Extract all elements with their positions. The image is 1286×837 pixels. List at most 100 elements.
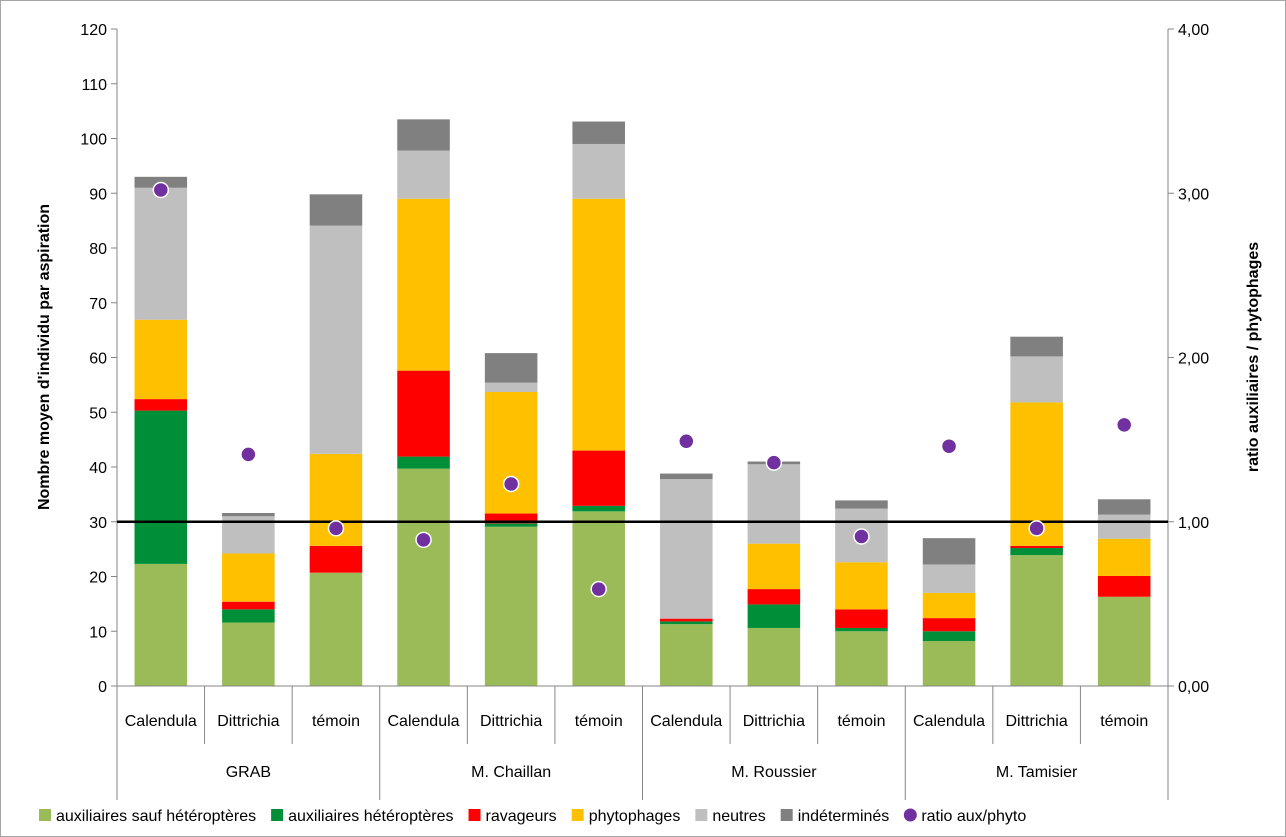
legend-label-5: indéterminés xyxy=(798,808,890,825)
y2-axis-title: ratio auxiliaires / phytophages xyxy=(1245,242,1262,472)
bar-segment-s0-c3 xyxy=(397,468,450,686)
bar-segment-s5-c8 xyxy=(835,500,888,509)
legend-label-4: neutres xyxy=(712,808,765,825)
bar-segment-s1-c1 xyxy=(222,609,275,623)
y2-tick-label: 2,00 xyxy=(1178,351,1209,368)
bar-segment-s3-c9 xyxy=(922,592,976,619)
bar-segment-s5-c10 xyxy=(1010,336,1063,357)
legend-swatch-6 xyxy=(903,808,917,822)
bar-segment-s0-c4 xyxy=(484,526,538,686)
bar-segment-s1-c4 xyxy=(484,523,538,527)
bar-segment-s1-c10 xyxy=(1010,548,1063,556)
ratio-point-10 xyxy=(1028,520,1045,537)
bar-segment-s1-c3 xyxy=(397,456,450,469)
bar-segment-s3-c5 xyxy=(572,198,625,451)
bar-segment-s1-c5 xyxy=(572,505,625,512)
bar-segment-s4-c11 xyxy=(1097,514,1151,539)
legend-swatch-0 xyxy=(39,809,51,821)
bar-segment-s2-c7 xyxy=(747,589,801,605)
bar-segment-s2-c11 xyxy=(1097,575,1151,597)
bar-segment-s2-c0 xyxy=(134,399,188,411)
ratio-point-7 xyxy=(765,454,783,471)
bar-segment-s5-c9 xyxy=(922,538,976,565)
bar-segment-s2-c4 xyxy=(484,513,538,524)
ratio-point-8 xyxy=(853,528,870,545)
bar-segment-s0-c2 xyxy=(309,572,363,686)
bars-layer xyxy=(134,119,1151,686)
bar-segment-s3-c4 xyxy=(484,391,538,514)
bar-segment-s2-c10 xyxy=(1010,545,1063,549)
y-tick-label: 100 xyxy=(80,132,107,149)
y2-tick-label: 4,00 xyxy=(1178,22,1209,39)
bar-segment-s1-c7 xyxy=(747,604,801,628)
y-axis-title: Nombre moyen d'individu par aspiration xyxy=(36,204,53,510)
ratio-point-0 xyxy=(152,181,170,199)
bar-segment-s2-c1 xyxy=(222,601,275,610)
x-category-label: Calendula xyxy=(913,713,985,730)
ratio-point-11 xyxy=(1115,416,1133,434)
bar-segment-s4-c2 xyxy=(309,225,363,454)
bar-segment-s3-c3 xyxy=(397,198,450,371)
bar-segment-s3-c11 xyxy=(1097,538,1151,576)
bar-segment-s2-c5 xyxy=(572,450,625,506)
ratio-point-3 xyxy=(415,531,432,549)
x-group-label: M. Roussier xyxy=(731,764,817,781)
legend-swatch-5 xyxy=(780,809,793,821)
x-category-label: Dittrichia xyxy=(480,713,542,730)
x-category-label: témoin xyxy=(837,713,885,730)
x-group-label: M. Chaillan xyxy=(471,764,551,781)
legend: auxiliaires sauf hétéroptères auxiliaires… xyxy=(39,808,1026,825)
ratio-point-2 xyxy=(327,520,345,537)
bar-segment-s0-c0 xyxy=(134,563,188,686)
bar-segment-s4-c0 xyxy=(134,187,188,320)
bar-segment-s5-c5 xyxy=(572,121,625,144)
y-tick-label: 90 xyxy=(89,186,107,203)
x-category-label: témoin xyxy=(312,713,360,730)
y-tick-label: 40 xyxy=(89,460,107,477)
x-category-label: Dittrichia xyxy=(217,713,279,730)
bar-segment-s4-c4 xyxy=(484,382,538,392)
axes-layer: 0 10 20 30 40 50 60 70 80 90 100 110 120 0,00 1,00 2,00… xyxy=(80,22,1209,696)
x-category-label: Calendula xyxy=(388,713,460,730)
legend-label-3: phytophages xyxy=(589,808,681,825)
bar-segment-s0-c8 xyxy=(835,631,888,686)
bar-segment-s5-c4 xyxy=(484,353,538,383)
bar-segment-s1-c0 xyxy=(134,410,188,564)
y2-tick-label: 1,00 xyxy=(1178,515,1209,532)
y-tick-label: 0 xyxy=(98,679,107,696)
y-tick-label: 70 xyxy=(89,296,107,313)
x-category-label: Dittrichia xyxy=(743,713,805,730)
x-category-label: Calendula xyxy=(650,713,722,730)
y2-tick-label: 3,00 xyxy=(1178,186,1209,203)
ratio-point-6 xyxy=(678,433,695,450)
y-tick-label: 50 xyxy=(89,405,107,422)
legend-swatch-2 xyxy=(468,809,481,821)
legend-swatch-3 xyxy=(571,809,584,821)
x-group-label: GRAB xyxy=(226,764,271,781)
bar-segment-s0-c1 xyxy=(222,622,275,686)
y-tick-label: 110 xyxy=(81,77,107,94)
bar-segment-s4-c10 xyxy=(1010,356,1063,403)
bar-segment-s2-c8 xyxy=(835,609,888,628)
bar-segment-s5-c6 xyxy=(660,473,713,480)
bar-segment-s2-c6 xyxy=(660,618,713,622)
y-tick-label: 10 xyxy=(89,624,107,641)
bar-segment-s0-c5 xyxy=(572,511,625,686)
bar-segment-s0-c9 xyxy=(922,641,976,686)
y-tick-label: 120 xyxy=(80,22,107,39)
bar-segment-s5-c3 xyxy=(397,119,450,151)
x-category-label: témoin xyxy=(575,713,623,730)
bar-segment-s0-c7 xyxy=(747,627,801,686)
y-tick-label: 60 xyxy=(89,351,107,368)
category-labels-layer: Calendula Dittrichia témoin Calendula Dittri… xyxy=(116,686,1169,800)
x-category-label: Dittrichia xyxy=(1006,713,1068,730)
bar-segment-s5-c11 xyxy=(1097,499,1151,515)
bar-segment-s3-c1 xyxy=(222,553,275,602)
bar-segment-s3-c7 xyxy=(747,543,801,590)
legend-swatch-4 xyxy=(695,809,708,821)
x-group-label: M. Tamisier xyxy=(996,764,1078,781)
bar-segment-s5-c1 xyxy=(222,512,275,517)
ratio-point-9 xyxy=(940,437,958,455)
y-tick-label: 20 xyxy=(89,570,107,587)
